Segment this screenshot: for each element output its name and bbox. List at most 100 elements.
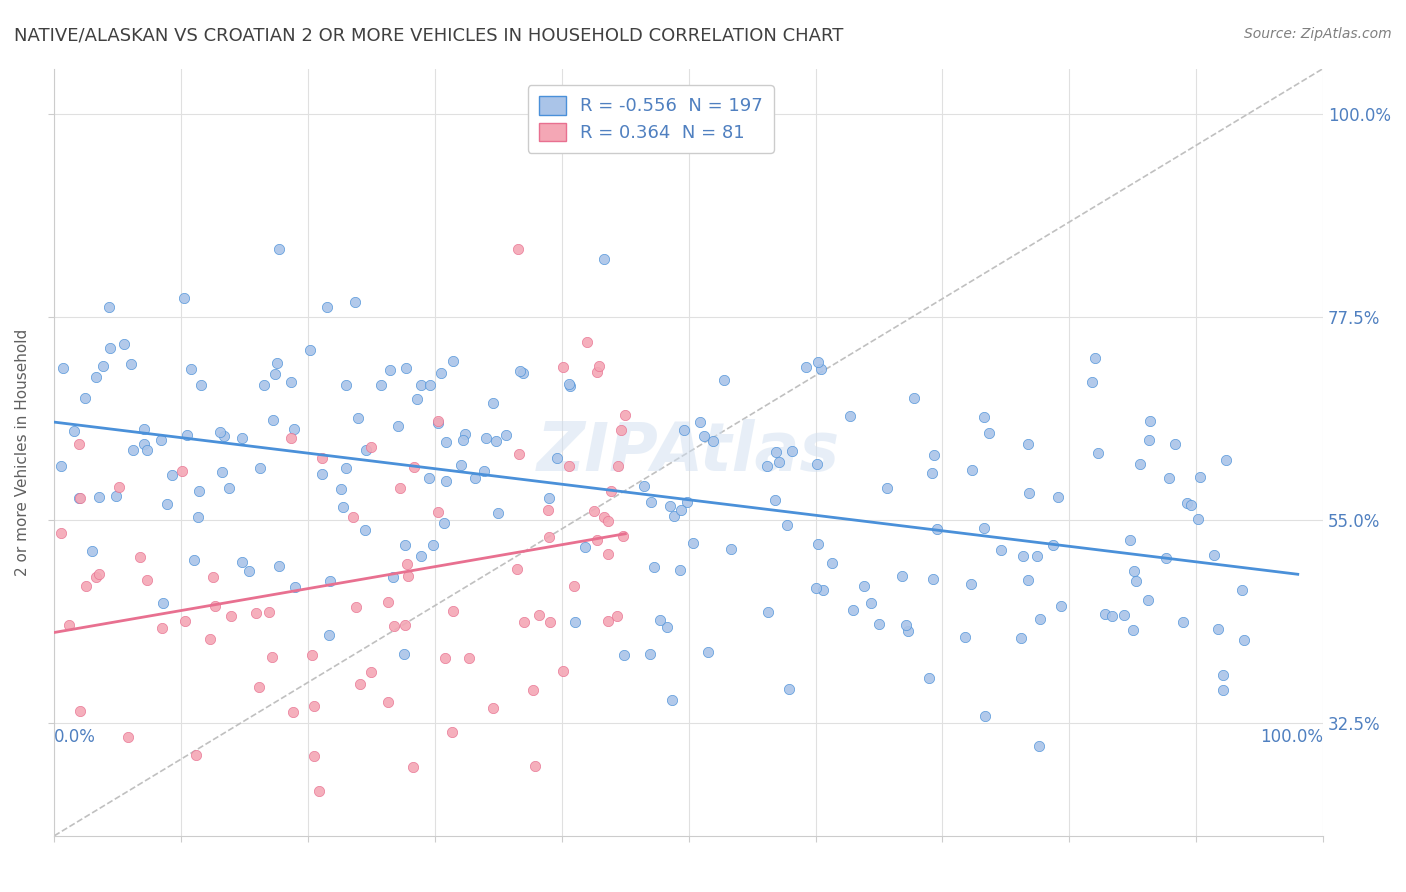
Point bbox=[190, 377, 212, 392]
Point bbox=[302, 699, 325, 714]
Point bbox=[311, 467, 333, 482]
Point bbox=[778, 681, 800, 696]
Point bbox=[918, 671, 941, 685]
Point bbox=[238, 564, 260, 578]
Point bbox=[335, 377, 357, 392]
Point bbox=[264, 368, 287, 382]
Point bbox=[380, 363, 402, 377]
Point bbox=[354, 523, 377, 537]
Point bbox=[117, 730, 139, 744]
Point bbox=[426, 414, 449, 428]
Point bbox=[485, 434, 508, 448]
Point bbox=[713, 373, 735, 387]
Point bbox=[187, 509, 209, 524]
Point bbox=[280, 431, 302, 445]
Point bbox=[513, 615, 536, 630]
Point bbox=[394, 618, 416, 632]
Point bbox=[537, 530, 560, 544]
Point bbox=[150, 621, 173, 635]
Point bbox=[585, 533, 607, 547]
Point bbox=[1164, 437, 1187, 451]
Point bbox=[269, 558, 291, 573]
Point bbox=[495, 427, 517, 442]
Point bbox=[806, 581, 828, 595]
Point bbox=[780, 444, 803, 458]
Point bbox=[381, 570, 404, 584]
Point bbox=[58, 617, 80, 632]
Point bbox=[170, 464, 193, 478]
Point bbox=[1173, 615, 1195, 629]
Point bbox=[93, 359, 115, 373]
Point bbox=[650, 613, 672, 627]
Point bbox=[610, 423, 633, 437]
Point bbox=[360, 665, 382, 679]
Point bbox=[720, 542, 742, 557]
Point bbox=[434, 435, 457, 450]
Point bbox=[1154, 551, 1177, 566]
Point bbox=[558, 377, 581, 392]
Point bbox=[1215, 452, 1237, 467]
Point bbox=[377, 594, 399, 608]
Point bbox=[281, 705, 304, 719]
Point bbox=[1122, 624, 1144, 638]
Point bbox=[640, 495, 662, 509]
Point bbox=[775, 518, 797, 533]
Point bbox=[922, 449, 945, 463]
Point bbox=[876, 481, 898, 495]
Point bbox=[614, 408, 637, 422]
Point bbox=[596, 614, 619, 628]
Point bbox=[890, 569, 912, 583]
Point bbox=[149, 434, 172, 448]
Point bbox=[411, 378, 433, 392]
Point bbox=[1175, 496, 1198, 510]
Point bbox=[682, 535, 704, 549]
Point bbox=[454, 427, 477, 442]
Point bbox=[669, 502, 692, 516]
Point bbox=[538, 615, 561, 629]
Point bbox=[434, 651, 457, 665]
Point bbox=[1012, 549, 1035, 563]
Point bbox=[657, 619, 679, 633]
Point bbox=[349, 677, 371, 691]
Point bbox=[187, 484, 209, 499]
Point bbox=[152, 596, 174, 610]
Point bbox=[481, 396, 503, 410]
Point bbox=[1123, 564, 1146, 578]
Point bbox=[394, 538, 416, 552]
Point bbox=[1157, 471, 1180, 485]
Point bbox=[588, 359, 610, 373]
Point bbox=[426, 506, 449, 520]
Point bbox=[176, 427, 198, 442]
Point bbox=[389, 481, 412, 495]
Point bbox=[396, 557, 419, 571]
Point bbox=[108, 480, 131, 494]
Point bbox=[401, 760, 423, 774]
Point bbox=[506, 561, 529, 575]
Point bbox=[1125, 574, 1147, 589]
Text: 0.0%: 0.0% bbox=[55, 729, 96, 747]
Point bbox=[329, 482, 352, 496]
Point bbox=[668, 562, 690, 576]
Point bbox=[612, 648, 634, 663]
Point bbox=[612, 529, 634, 543]
Point bbox=[354, 443, 377, 458]
Point bbox=[52, 360, 75, 375]
Point bbox=[211, 465, 233, 479]
Point bbox=[821, 556, 844, 570]
Point bbox=[508, 242, 530, 256]
Point bbox=[343, 295, 366, 310]
Point bbox=[596, 514, 619, 528]
Point bbox=[160, 467, 183, 482]
Point bbox=[811, 582, 834, 597]
Point bbox=[755, 459, 778, 474]
Point bbox=[184, 748, 207, 763]
Point bbox=[319, 574, 342, 589]
Point bbox=[1187, 512, 1209, 526]
Point bbox=[807, 537, 830, 551]
Point bbox=[382, 618, 405, 632]
Point bbox=[395, 361, 418, 376]
Point bbox=[269, 242, 291, 256]
Point bbox=[183, 553, 205, 567]
Point bbox=[441, 604, 464, 618]
Point bbox=[87, 567, 110, 582]
